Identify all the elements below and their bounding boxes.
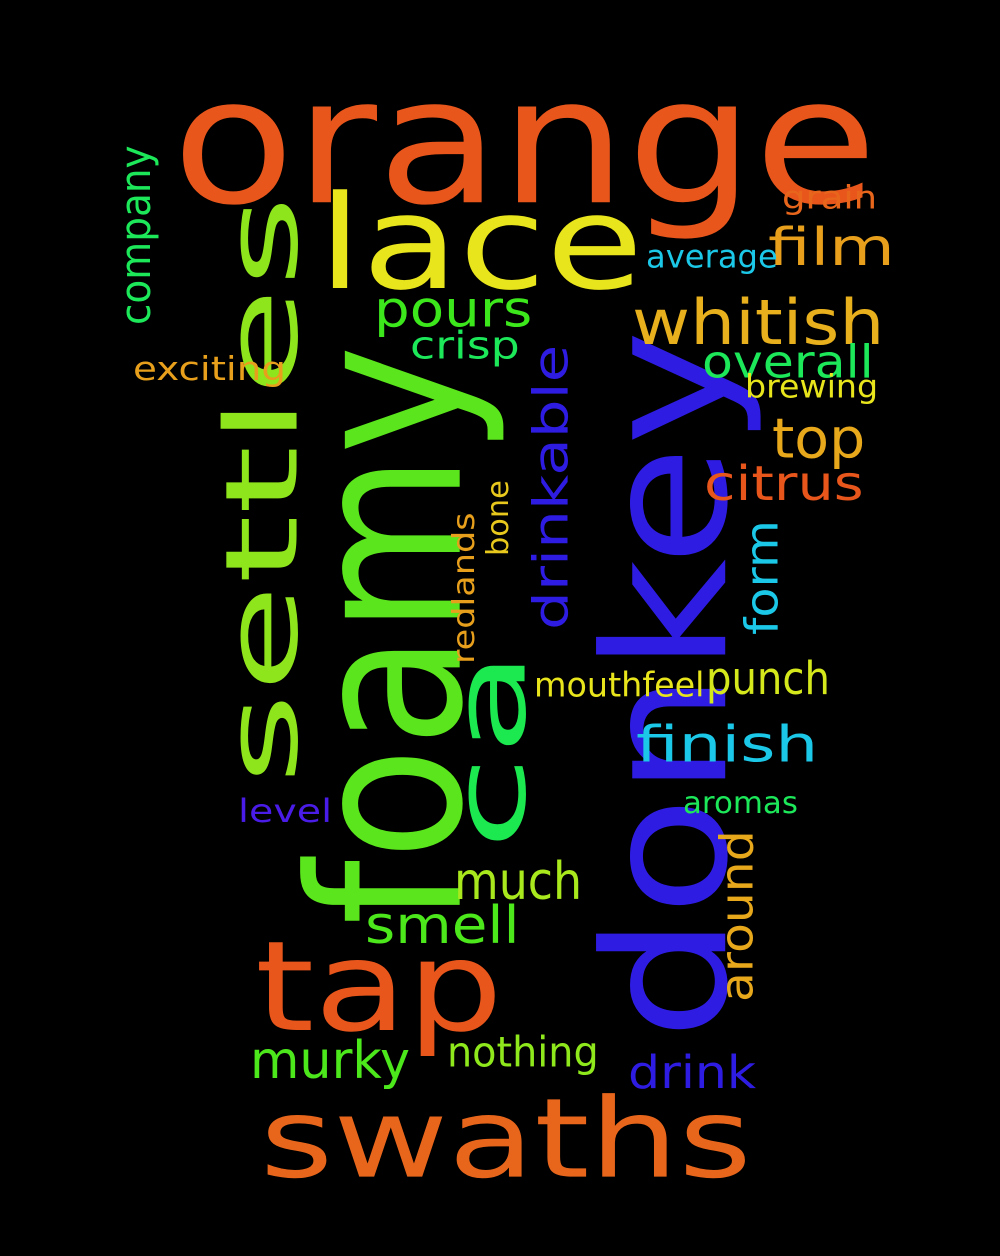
word-ca: ca <box>431 650 549 850</box>
word-orange: orange <box>172 40 878 245</box>
word-murky: murky <box>250 1031 411 1091</box>
word-film: film <box>768 218 895 278</box>
word-company: company <box>111 145 160 325</box>
word-average: average <box>646 238 778 277</box>
word-mouthfeel: mouthfeel <box>534 664 705 706</box>
word-drinkable: drinkable <box>524 344 580 630</box>
word-top: top <box>772 407 866 472</box>
word-pours: pours <box>374 281 533 339</box>
word-aromas: aromas <box>683 784 798 821</box>
word-swaths: swaths <box>260 1075 752 1204</box>
word-form: form <box>736 520 789 635</box>
word-nothing: nothing <box>447 1028 599 1078</box>
word-finish: finish <box>636 716 819 774</box>
word-smell: smell <box>365 896 520 956</box>
word-much: much <box>454 852 583 912</box>
word-overall: overall <box>702 335 874 389</box>
word-crisp: crisp <box>410 324 520 369</box>
word-punch: punch <box>706 652 830 705</box>
word-bone: bone <box>481 480 516 556</box>
word-citrus: citrus <box>704 456 864 512</box>
word-drink: drink <box>628 1046 757 1099</box>
word-brewing: brewing <box>745 368 879 407</box>
word-grain: grain <box>782 179 878 218</box>
word-lace: lace <box>318 167 644 319</box>
word-settles: settles <box>203 195 321 786</box>
word-around: around <box>711 830 764 1002</box>
word-tap: tap <box>255 915 503 1060</box>
word-exciting: exciting <box>133 348 287 389</box>
word-whitish: whitish <box>632 286 885 359</box>
word-level: level <box>238 792 333 830</box>
word-redlands: redlands <box>447 512 482 664</box>
